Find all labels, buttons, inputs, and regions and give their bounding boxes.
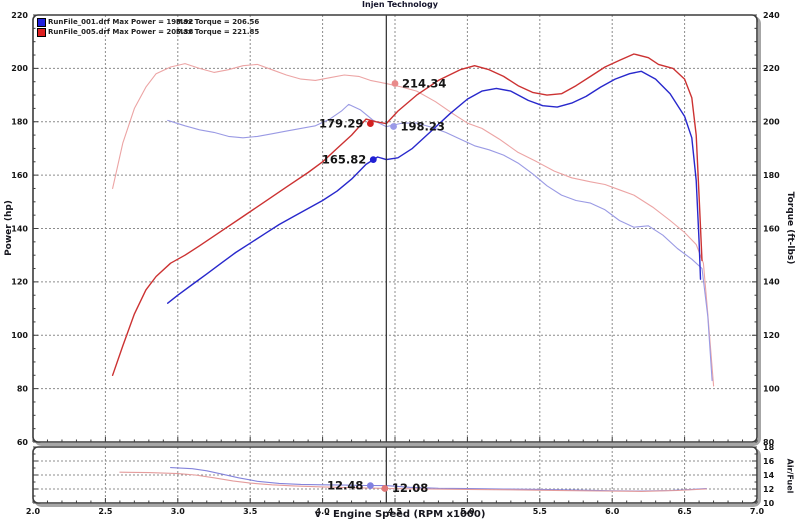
y-axis-tick-label: 80 [17,384,29,393]
cursor-value-dot [381,485,389,492]
x-axis-tick-label: 6.5 [678,507,693,516]
legend-run2-max-power: Max Power = 205.38 [112,28,194,36]
y-axis-tick-label: 12 [763,485,774,494]
legend-swatch-run2-icon [37,27,46,37]
x-axis-tick-label: 4.0 [316,507,331,516]
cursor-value-label: 198.23 [401,119,445,133]
chart-frame [32,446,758,504]
y-axis-tick-label: 220 [763,64,780,73]
curve-run2-torque [112,63,715,387]
cursor-value-dot [366,482,374,490]
y-axis-tick-label: 120 [11,278,28,287]
y-axis-tick-label: 160 [11,171,28,180]
x-axis-tick-label: 5.0 [460,507,475,516]
curve-run2-power [111,53,703,376]
legend: RunFile_001.drf Max Power = 198.92 Max T… [37,17,259,37]
x-axis-tick-label: 4.5 [388,507,403,516]
y-axis-tick-label: 60 [17,438,29,447]
cursor-value-label: 214.34 [402,76,446,90]
legend-run2-file-power: RunFile_005.drf Max Power = 205.38 [48,28,193,36]
legend-row-run1: RunFile_001.drf Max Power = 198.92 Max T… [37,17,259,27]
y-axis-tick-label: 16 [763,457,775,466]
legend-run1-max-torque: Max Torque = 206.56 [176,18,260,26]
y-axis-tick-label: 10 [763,499,775,508]
curve-run2-af [119,471,707,492]
page-title: Injen Technology [362,0,438,9]
chart-frame [32,14,758,443]
cursor-value-dot [391,80,399,87]
legend-run2-max-torque: Max Torque = 221.85 [176,28,260,36]
cursor-value-dot [369,156,377,163]
y-axis-tick-label: 180 [11,118,28,127]
cursor-value-label: 12.48 [327,478,363,492]
x-axis-tick-label: 2.5 [98,507,113,516]
y-axis-tick-label: 80 [763,438,775,447]
y-axis-tick-label: 140 [763,278,780,287]
y-axis-tick-label: 140 [11,224,28,233]
y-axis-tick-label: 240 [763,11,780,20]
legend-swatch-run1-icon [37,17,46,27]
x-axis-tick-label: 3.0 [171,507,186,516]
curve-run1-torque [167,103,713,382]
y-axis-tick-label: 200 [763,118,780,127]
cursor-value-label: 165.82 [322,152,366,166]
x-axis-tick-label: 5.5 [533,507,548,516]
y-axis-tick-label: 18 [763,443,775,452]
y-axis-tick-label: 100 [11,331,28,340]
y-axis-tick-label: 160 [763,224,780,233]
y-axis-tick-label: 100 [763,384,780,393]
airfuel-axis-label: Air/Fuel [785,458,795,494]
x-axis-label-prefix: v – [314,509,330,520]
cursor-value-label: 179.29 [319,116,363,130]
y-axis-tick-label: 220 [11,11,28,20]
cursor-value-label: 12.08 [392,481,428,495]
x-axis-label: v – Engine Speed (RPM x1000) [0,509,800,520]
legend-run2-file: RunFile_005.drf [48,28,110,36]
cursor-value-dot [366,120,374,128]
curve-run1-power [166,70,702,304]
legend-row-run2: RunFile_005.drf Max Power = 205.38 Max T… [37,27,259,37]
y-axis-tick-label: 180 [763,171,780,180]
x-axis-tick-label: 3.5 [243,507,258,516]
legend-run1-max-power: Max Power = 198.92 [112,18,194,26]
x-axis-tick-label: 6.0 [605,507,620,516]
torque-axis-label: Torque (ft-lbs) [785,191,795,265]
legend-run1-file-power: RunFile_001.drf Max Power = 198.92 [48,18,193,26]
x-axis-tick-label: 7.0 [750,507,765,516]
y-axis-tick-label: 14 [763,471,775,480]
y-axis-tick-label: 200 [11,64,28,73]
y-axis-tick-label: 120 [763,331,780,340]
legend-run1-file: RunFile_001.drf [48,18,110,26]
x-axis-tick-label: 2.0 [26,507,41,516]
x-axis-label-text: Engine Speed (RPM x1000) [333,509,486,520]
power-axis-label: Power (hp) [4,200,14,256]
cursor-value-dot [390,123,397,130]
